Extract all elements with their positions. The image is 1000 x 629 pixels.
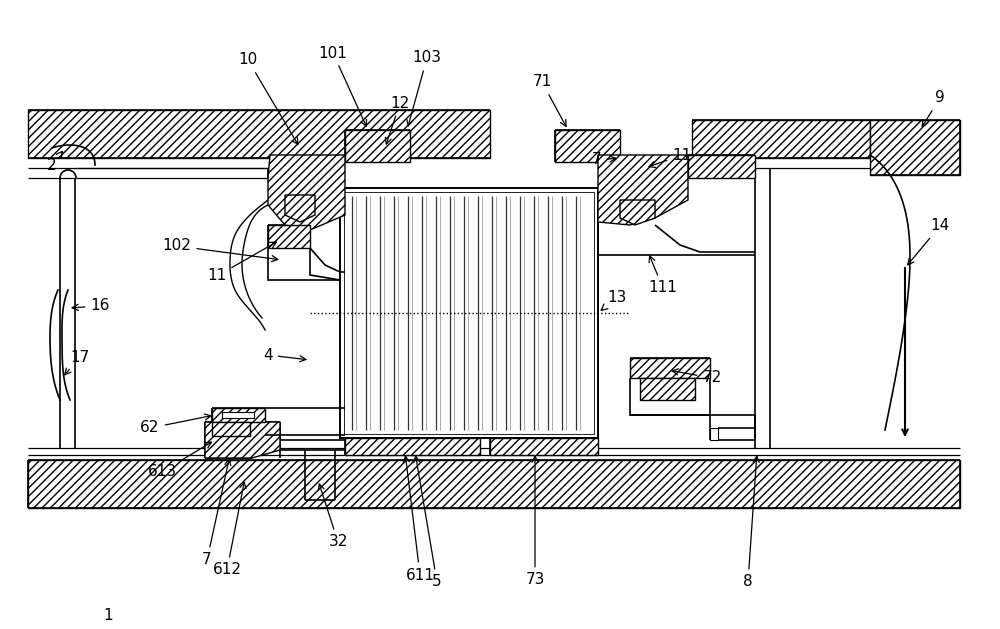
Text: 62: 62 xyxy=(140,414,211,435)
Text: 111: 111 xyxy=(649,256,677,296)
Polygon shape xyxy=(345,438,480,455)
Text: 73: 73 xyxy=(525,456,545,587)
Polygon shape xyxy=(692,120,870,158)
Text: 71: 71 xyxy=(532,74,566,126)
Text: 101: 101 xyxy=(319,45,367,126)
Text: 11: 11 xyxy=(649,147,692,167)
Text: 5: 5 xyxy=(414,456,442,589)
Text: 613: 613 xyxy=(147,442,211,479)
Polygon shape xyxy=(268,225,310,248)
Text: 8: 8 xyxy=(743,456,759,589)
Bar xyxy=(340,188,598,438)
Text: 11: 11 xyxy=(207,242,276,284)
Polygon shape xyxy=(28,460,960,508)
Polygon shape xyxy=(212,408,265,422)
Text: 612: 612 xyxy=(212,482,246,577)
Text: 7: 7 xyxy=(592,152,616,167)
Text: 102: 102 xyxy=(163,238,278,262)
Polygon shape xyxy=(598,155,688,225)
Bar xyxy=(344,192,594,434)
Polygon shape xyxy=(205,422,280,458)
Polygon shape xyxy=(688,155,755,178)
Text: 103: 103 xyxy=(407,50,442,126)
Polygon shape xyxy=(490,438,598,455)
Text: 13: 13 xyxy=(601,289,627,310)
Text: 2: 2 xyxy=(47,152,62,172)
Bar xyxy=(710,428,718,440)
Polygon shape xyxy=(345,130,410,162)
Text: 12: 12 xyxy=(385,96,410,144)
Polygon shape xyxy=(285,195,315,222)
Polygon shape xyxy=(268,155,345,230)
Text: 611: 611 xyxy=(403,456,434,582)
Text: 1: 1 xyxy=(103,608,113,623)
Text: 7: 7 xyxy=(202,459,231,567)
Polygon shape xyxy=(870,120,960,175)
Polygon shape xyxy=(212,422,250,436)
Text: 72: 72 xyxy=(672,369,722,386)
Polygon shape xyxy=(640,378,695,400)
Polygon shape xyxy=(620,200,655,225)
Text: 16: 16 xyxy=(72,299,110,313)
Text: 17: 17 xyxy=(65,350,90,375)
Polygon shape xyxy=(630,358,710,378)
Polygon shape xyxy=(28,110,490,158)
Text: 14: 14 xyxy=(908,218,950,265)
Text: 4: 4 xyxy=(263,347,306,362)
Text: 10: 10 xyxy=(238,52,298,145)
Text: 9: 9 xyxy=(922,91,945,126)
Polygon shape xyxy=(555,130,620,162)
Text: 32: 32 xyxy=(318,484,348,550)
Bar xyxy=(222,412,254,418)
